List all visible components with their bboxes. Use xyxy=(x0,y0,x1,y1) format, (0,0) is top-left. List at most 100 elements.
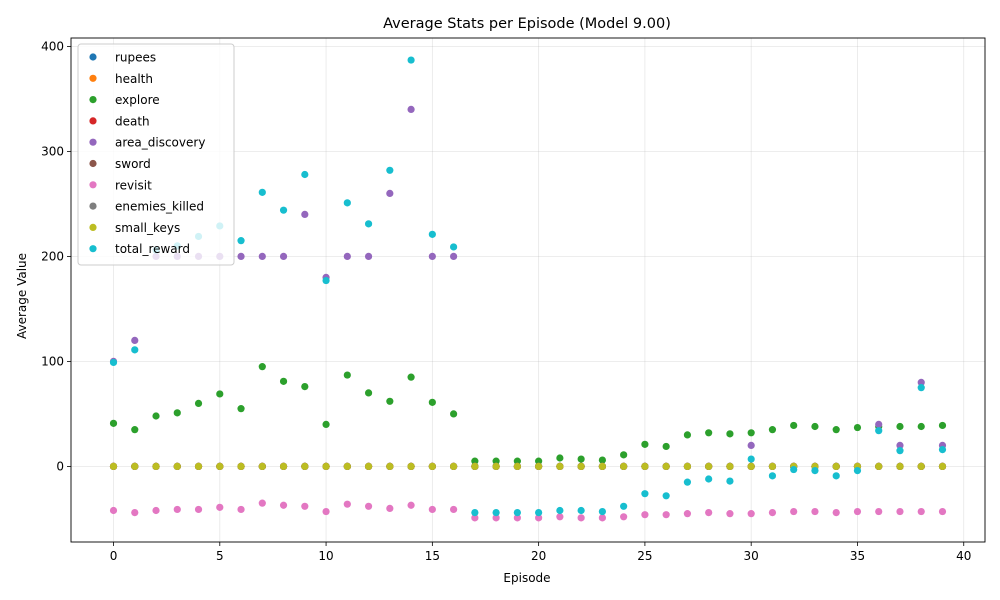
data-point xyxy=(173,462,181,470)
data-point xyxy=(428,505,436,514)
data-point xyxy=(450,505,458,514)
data-point xyxy=(492,514,500,522)
data-point xyxy=(896,462,904,470)
legend-entry: explore xyxy=(89,93,160,107)
data-point xyxy=(790,465,798,474)
data-point xyxy=(216,462,224,470)
data-point xyxy=(386,166,394,174)
data-point xyxy=(683,431,692,439)
x-tick-label: 15 xyxy=(425,549,440,563)
data-point xyxy=(279,501,288,509)
data-point xyxy=(258,188,266,196)
data-point xyxy=(386,397,394,405)
data-point xyxy=(194,399,203,407)
data-point xyxy=(322,507,330,516)
legend-marker xyxy=(89,138,97,146)
data-point xyxy=(917,462,925,470)
data-point xyxy=(832,472,840,480)
data-point xyxy=(875,507,883,516)
data-point xyxy=(556,506,564,515)
data-point xyxy=(301,210,309,218)
data-point xyxy=(747,441,755,449)
data-point xyxy=(109,462,118,470)
data-point xyxy=(938,507,947,516)
data-point xyxy=(513,457,521,465)
x-tick-label: 10 xyxy=(318,549,333,563)
data-points xyxy=(109,56,947,522)
data-point xyxy=(556,462,564,470)
data-point xyxy=(577,455,585,463)
data-point xyxy=(343,371,351,379)
legend-label: enemies_killed xyxy=(115,200,204,214)
data-point xyxy=(535,508,543,517)
data-point xyxy=(428,230,436,238)
data-point xyxy=(152,412,160,420)
data-point xyxy=(938,446,947,454)
legend-label: sword xyxy=(115,157,151,171)
y-tick-label: 100 xyxy=(41,354,64,368)
data-point xyxy=(450,462,458,470)
data-point xyxy=(492,462,500,470)
data-point xyxy=(917,422,925,431)
data-point xyxy=(875,427,883,435)
data-point xyxy=(471,462,479,470)
legend-label: revisit xyxy=(115,178,152,192)
y-axis-label: Average Value xyxy=(15,253,29,339)
data-point xyxy=(768,426,777,434)
legend-marker xyxy=(89,202,97,210)
legend: rupees health explore death area_discoverysw… xyxy=(77,43,235,266)
x-axis-ticks: 0 5 10 15 20 25 30 35 40 xyxy=(110,542,971,563)
data-point xyxy=(853,467,862,475)
data-point xyxy=(662,511,670,519)
data-point xyxy=(683,510,692,518)
legend-entry: small_keys xyxy=(89,221,180,235)
legend-marker xyxy=(89,74,97,82)
data-point xyxy=(832,462,840,470)
data-point xyxy=(811,422,819,431)
data-point xyxy=(917,378,925,386)
y-tick-label: 0 xyxy=(56,459,64,473)
x-tick-label: 25 xyxy=(637,549,652,563)
legend-marker xyxy=(89,53,97,61)
data-point xyxy=(875,420,883,428)
data-point xyxy=(152,462,160,470)
data-point xyxy=(301,170,309,179)
data-point xyxy=(258,462,266,470)
data-point xyxy=(853,507,862,516)
data-point xyxy=(343,252,351,260)
data-point xyxy=(938,421,947,430)
data-point xyxy=(194,505,203,514)
x-axis-label: Episode xyxy=(503,571,550,585)
data-point xyxy=(407,501,415,509)
data-point xyxy=(620,451,628,459)
series-explore xyxy=(109,363,947,465)
data-point xyxy=(364,389,373,397)
legend-entry: revisit xyxy=(89,178,152,192)
data-point xyxy=(343,199,351,207)
legend-marker xyxy=(89,96,97,104)
data-point xyxy=(258,252,266,260)
data-point xyxy=(726,430,734,438)
series-small-keys xyxy=(109,462,947,470)
legend-marker xyxy=(89,117,97,125)
legend-entry: area_discovery xyxy=(89,136,205,150)
data-point xyxy=(620,513,628,521)
data-point xyxy=(216,503,224,511)
legend-marker xyxy=(89,181,97,189)
data-point xyxy=(917,507,925,516)
data-point xyxy=(322,462,330,470)
data-point xyxy=(450,252,458,260)
data-point xyxy=(598,507,606,516)
data-point xyxy=(343,500,351,508)
data-point xyxy=(726,510,734,518)
data-point xyxy=(641,511,649,519)
data-point xyxy=(386,504,394,512)
data-point xyxy=(109,419,118,427)
y-tick-label: 200 xyxy=(41,249,64,263)
data-point xyxy=(428,252,436,260)
legend-label: health xyxy=(115,72,153,86)
data-point xyxy=(237,405,245,413)
data-point xyxy=(131,426,139,434)
data-point xyxy=(428,462,436,470)
